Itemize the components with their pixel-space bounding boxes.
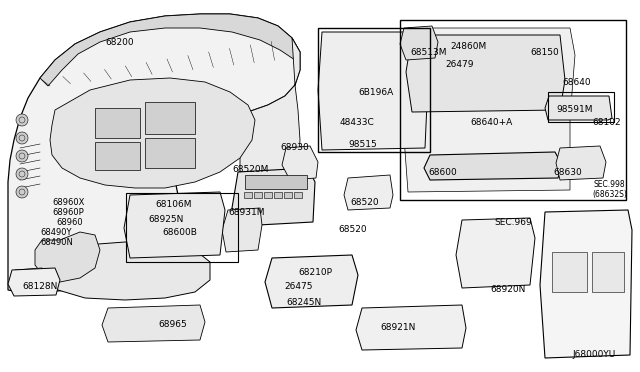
- Text: J68000YU: J68000YU: [572, 350, 615, 359]
- Polygon shape: [50, 78, 255, 188]
- Polygon shape: [222, 208, 262, 252]
- Bar: [254, 192, 262, 198]
- Polygon shape: [8, 14, 300, 292]
- Polygon shape: [124, 192, 225, 258]
- Text: 68640: 68640: [562, 78, 591, 87]
- Text: 68520M: 68520M: [232, 165, 268, 174]
- Polygon shape: [344, 175, 393, 210]
- Bar: [318, 28, 430, 152]
- Text: 68600: 68600: [428, 168, 457, 177]
- Text: 68245N: 68245N: [286, 298, 321, 307]
- Text: 68200: 68200: [105, 38, 134, 47]
- Polygon shape: [40, 14, 300, 86]
- Polygon shape: [50, 242, 210, 300]
- Polygon shape: [406, 35, 565, 112]
- Text: 68490Y: 68490Y: [40, 228, 72, 237]
- Text: 68128N: 68128N: [22, 282, 58, 291]
- Bar: [548, 92, 614, 122]
- Polygon shape: [456, 218, 535, 288]
- Text: 98515: 98515: [348, 140, 377, 149]
- Text: 68106M: 68106M: [155, 200, 191, 209]
- Bar: [592, 252, 624, 292]
- Text: 68210P: 68210P: [298, 268, 332, 277]
- Polygon shape: [282, 146, 318, 180]
- Bar: [294, 192, 302, 198]
- Text: 68931M: 68931M: [228, 208, 264, 217]
- Text: SEC.998: SEC.998: [594, 180, 626, 189]
- Text: 98591M: 98591M: [556, 105, 593, 114]
- Bar: [126, 193, 238, 262]
- Bar: [245, 175, 307, 189]
- Bar: [400, 20, 626, 200]
- Text: 24860M: 24860M: [450, 42, 486, 51]
- Polygon shape: [240, 38, 300, 200]
- Text: 68600B: 68600B: [162, 228, 197, 237]
- Text: 68630: 68630: [553, 168, 582, 177]
- Polygon shape: [556, 146, 606, 180]
- Text: 68965: 68965: [158, 320, 187, 329]
- Text: 6B196A: 6B196A: [358, 88, 393, 97]
- Text: 26479: 26479: [445, 60, 474, 69]
- Polygon shape: [402, 28, 575, 192]
- Circle shape: [16, 150, 28, 162]
- Circle shape: [16, 114, 28, 126]
- Text: (68632S): (68632S): [592, 190, 627, 199]
- Polygon shape: [356, 305, 466, 350]
- Text: 68925N: 68925N: [148, 215, 184, 224]
- Polygon shape: [232, 168, 315, 226]
- Text: 68960P: 68960P: [52, 208, 84, 217]
- Text: 68490N: 68490N: [40, 238, 73, 247]
- Bar: [274, 192, 282, 198]
- Circle shape: [16, 168, 28, 180]
- Polygon shape: [424, 152, 562, 180]
- Bar: [95, 142, 140, 170]
- Text: SEC.969: SEC.969: [494, 218, 532, 227]
- Polygon shape: [35, 232, 100, 282]
- Text: 68150: 68150: [530, 48, 559, 57]
- Bar: [95, 108, 140, 138]
- Bar: [145, 102, 195, 134]
- Text: 68960X: 68960X: [52, 198, 84, 207]
- Polygon shape: [545, 96, 612, 120]
- Text: 68640+A: 68640+A: [470, 118, 512, 127]
- Polygon shape: [265, 255, 358, 308]
- Text: 68960: 68960: [56, 218, 83, 227]
- Text: 68513M: 68513M: [410, 48, 447, 57]
- Text: 48433C: 48433C: [340, 118, 375, 127]
- Bar: [284, 192, 292, 198]
- Polygon shape: [12, 268, 48, 292]
- Polygon shape: [540, 210, 632, 358]
- Text: 68921N: 68921N: [380, 323, 415, 332]
- Text: 68520: 68520: [338, 225, 367, 234]
- Text: 68920N: 68920N: [490, 285, 525, 294]
- Polygon shape: [102, 305, 205, 342]
- Bar: [552, 252, 587, 292]
- Circle shape: [16, 186, 28, 198]
- Bar: [264, 192, 272, 198]
- Circle shape: [16, 132, 28, 144]
- Bar: [145, 138, 195, 168]
- Text: 68102: 68102: [592, 118, 621, 127]
- Text: 68930: 68930: [280, 143, 308, 152]
- Polygon shape: [400, 26, 438, 60]
- Text: 68520: 68520: [350, 198, 379, 207]
- Polygon shape: [8, 268, 60, 296]
- Text: 26475: 26475: [284, 282, 312, 291]
- Bar: [244, 192, 252, 198]
- Polygon shape: [318, 32, 428, 150]
